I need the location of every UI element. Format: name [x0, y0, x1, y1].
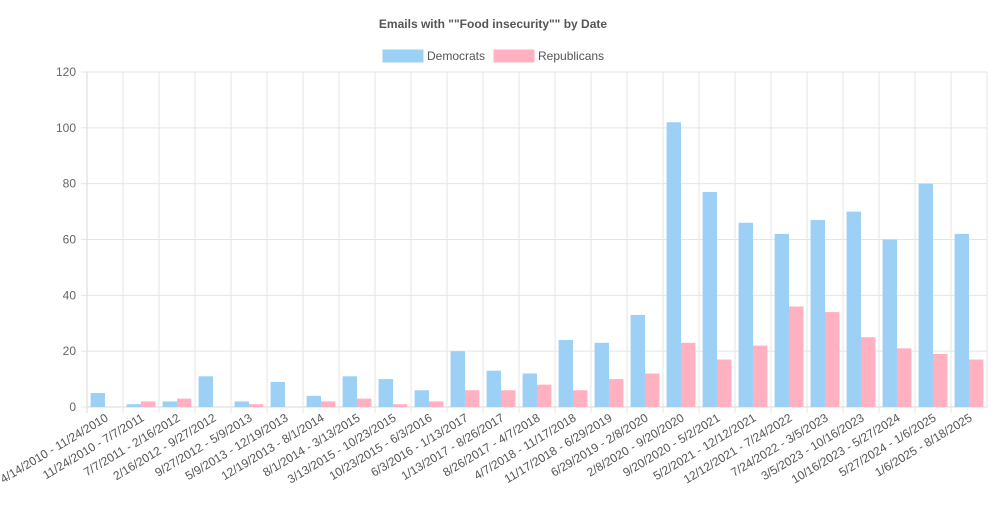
- bar-democrats[interactable]: [162, 401, 177, 407]
- bar-republicans[interactable]: [357, 398, 372, 408]
- bar-democrats[interactable]: [846, 211, 861, 407]
- bar-republicans[interactable]: [429, 401, 444, 407]
- legend-item-democrats[interactable]: Democrats: [382, 49, 485, 63]
- y-tick-label: 100: [56, 121, 76, 135]
- bar-republicans[interactable]: [609, 379, 624, 407]
- bar-democrats[interactable]: [342, 376, 357, 407]
- bar-democrats[interactable]: [594, 342, 609, 407]
- bar-democrats[interactable]: [666, 122, 681, 407]
- bar-democrats[interactable]: [306, 395, 321, 407]
- y-tick-label: 40: [63, 288, 77, 302]
- legend-item-republicans[interactable]: Republicans: [493, 49, 604, 63]
- y-tick-label: 80: [63, 177, 77, 191]
- bar-republicans[interactable]: [177, 398, 192, 408]
- bar-republicans[interactable]: [897, 348, 912, 408]
- bar-republicans[interactable]: [321, 401, 336, 407]
- bars: [90, 122, 984, 408]
- bar-democrats[interactable]: [954, 233, 969, 407]
- bar-republicans[interactable]: [501, 390, 516, 407]
- bar-democrats[interactable]: [486, 370, 501, 407]
- bar-democrats[interactable]: [882, 239, 897, 408]
- bar-democrats[interactable]: [270, 381, 285, 408]
- y-tick-label: 0: [69, 400, 76, 414]
- grid-lines: [81, 71, 988, 413]
- chart-title: Emails with ""Food insecurity"" by Date: [379, 17, 607, 31]
- legend-swatch-democrats: [382, 49, 424, 63]
- bar-republicans[interactable]: [933, 353, 948, 407]
- legend-label-republicans: Republicans: [538, 49, 604, 63]
- bar-republicans[interactable]: [753, 345, 768, 407]
- y-tick-label: 60: [63, 233, 77, 247]
- bar-democrats[interactable]: [702, 192, 717, 407]
- bar-democrats[interactable]: [450, 351, 465, 407]
- bar-republicans[interactable]: [465, 390, 480, 407]
- bar-democrats[interactable]: [126, 404, 141, 407]
- bar-democrats[interactable]: [198, 376, 213, 407]
- bar-democrats[interactable]: [522, 373, 537, 408]
- bar-democrats[interactable]: [738, 222, 753, 407]
- bar-democrats[interactable]: [234, 401, 249, 407]
- bar-democrats[interactable]: [918, 183, 933, 407]
- bar-republicans[interactable]: [861, 337, 876, 407]
- y-tick-label: 120: [56, 65, 76, 79]
- bar-democrats[interactable]: [774, 233, 789, 407]
- bar-democrats[interactable]: [90, 393, 105, 407]
- bar-republicans[interactable]: [249, 404, 264, 407]
- bar-republicans[interactable]: [645, 373, 660, 408]
- bar-republicans[interactable]: [789, 306, 804, 408]
- bar-republicans[interactable]: [393, 404, 408, 407]
- legend-swatch-republicans: [493, 49, 535, 63]
- bar-republicans[interactable]: [141, 401, 156, 407]
- bar-democrats[interactable]: [810, 219, 825, 407]
- bar-democrats[interactable]: [414, 390, 429, 407]
- y-tick-label: 20: [63, 344, 77, 358]
- bar-republicans[interactable]: [717, 359, 732, 407]
- bar-democrats[interactable]: [378, 379, 393, 407]
- legend-label-democrats: Democrats: [427, 49, 485, 63]
- y-axis: 0 20 40 60 80 100 120: [56, 65, 76, 414]
- bar-republicans[interactable]: [969, 359, 984, 407]
- legend[interactable]: Democrats Republicans: [382, 49, 604, 63]
- bar-democrats[interactable]: [558, 340, 573, 407]
- bar-republicans[interactable]: [573, 390, 588, 407]
- bar-democrats[interactable]: [630, 314, 645, 408]
- bar-republicans[interactable]: [825, 312, 840, 407]
- bar-republicans[interactable]: [537, 384, 552, 407]
- bar-republicans[interactable]: [681, 342, 696, 407]
